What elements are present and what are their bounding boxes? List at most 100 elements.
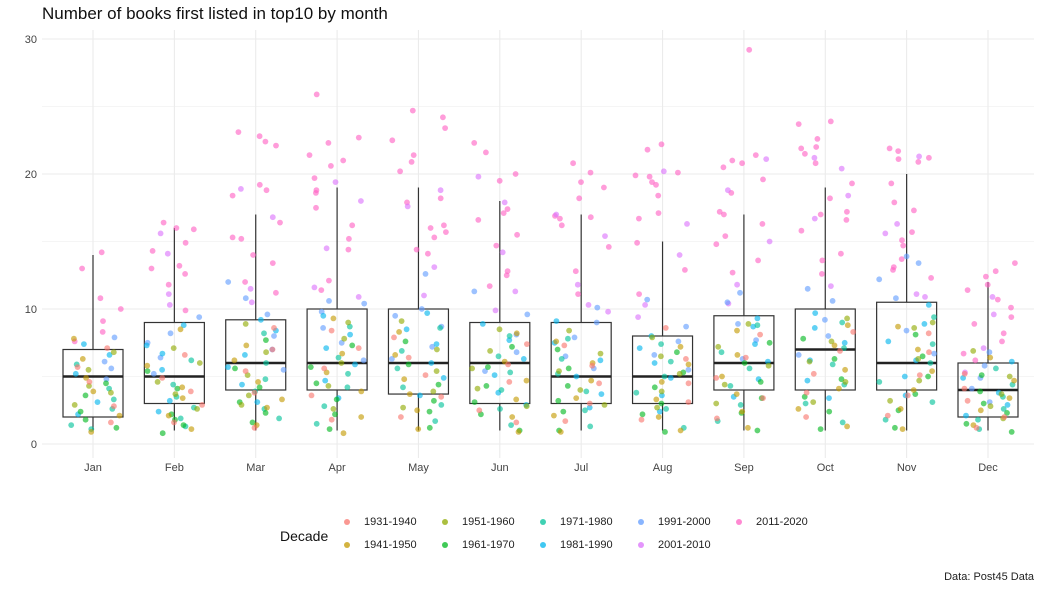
data-point-1981-1990 [323,345,330,351]
data-point-1981-1990 [885,338,892,345]
data-point-1981-1990 [963,412,969,419]
data-point-2011-2020 [313,190,319,196]
data-point-1961-1970 [741,360,748,366]
data-point-1931-1940 [422,372,429,378]
data-point-1961-1970 [980,400,987,407]
legend-swatch [736,519,742,526]
data-point-1931-1940 [199,402,206,408]
data-point-1931-1940 [271,325,277,331]
data-point-1971-1980 [262,376,269,383]
legend-label: 1971-1980 [560,516,613,529]
data-point-1961-1970 [817,426,824,432]
data-point-1961-1970 [564,383,571,389]
data-point-1961-1970 [554,346,561,353]
data-point-2011-2020 [325,140,332,146]
data-point-1991-2000 [418,306,425,312]
data-point-2001-2010 [358,198,364,204]
data-point-1981-1990 [804,377,811,384]
data-point-1991-2000 [101,358,108,365]
data-point-1961-1970 [180,422,187,428]
data-point-1971-1980 [661,373,668,380]
data-point-1971-1980 [802,400,809,407]
box-iqr [62,348,124,418]
data-point-2011-2020 [318,287,325,293]
data-point-1981-1990 [180,322,187,329]
data-point-1941-1950 [264,404,270,411]
data-point-1951-1960 [842,379,849,385]
data-point-1931-1940 [242,368,249,374]
data-point-2011-2020 [576,195,583,202]
data-point-1941-1950 [915,346,921,353]
data-point-1961-1970 [662,429,668,435]
data-point-1971-1980 [345,370,351,377]
data-point-1961-1970 [144,368,151,374]
data-point-1951-1960 [398,318,405,324]
data-point-2001-2010 [684,221,690,227]
data-point-2011-2020 [311,175,318,182]
data-point-2011-2020 [634,239,640,246]
data-point-2011-2020 [895,148,902,155]
data-point-1981-1990 [573,373,580,380]
data-point-1971-1980 [508,422,514,428]
data-point-1941-1950 [929,368,935,374]
data-point-1981-1990 [106,352,113,358]
box-iqr [143,321,205,405]
data-point-2011-2020 [802,150,808,157]
data-point-2001-2010 [431,264,438,270]
data-point-1971-1980 [927,360,934,366]
data-point-1931-1940 [757,331,763,338]
data-point-2011-2020 [1012,260,1018,266]
data-point-2011-2020 [844,208,850,215]
data-point-1931-1940 [251,389,258,396]
data-point-1971-1980 [667,358,674,365]
y-tick-label-20: 20 [25,169,37,181]
data-point-2001-2010 [811,154,818,161]
data-point-1931-1940 [638,416,645,423]
data-point-1981-1990 [239,381,245,388]
data-point-1951-1960 [110,349,117,356]
data-point-1931-1940 [926,349,932,356]
data-point-1981-1990 [636,345,643,351]
data-point-2001-2010 [421,292,427,299]
data-point-1981-1990 [403,326,410,333]
data-point-2011-2020 [572,268,579,275]
data-point-2001-2010 [766,238,773,245]
data-point-2011-2020 [909,229,915,236]
data-point-1971-1980 [507,369,514,376]
data-point-1951-1960 [523,403,530,410]
data-point-1981-1990 [155,408,162,415]
data-point-1971-1980 [993,365,999,372]
data-point-1951-1960 [998,391,1005,397]
data-point-2011-2020 [149,248,156,254]
data-point-1951-1960 [238,402,245,408]
data-point-1971-1980 [633,389,640,396]
legend-swatch [442,519,448,526]
data-point-1961-1970 [256,384,263,391]
data-point-2011-2020 [812,160,819,167]
data-point-1991-2000 [361,300,368,307]
data-point-2011-2020 [570,160,576,167]
data-point-2011-2020 [500,210,507,217]
data-point-1941-1950 [79,356,86,362]
data-point-2011-2020 [760,176,766,183]
data-point-1941-1950 [339,350,346,357]
data-point-1941-1950 [842,366,848,373]
grid-lines [42,38,1034,445]
data-point-1971-1980 [400,384,406,391]
data-point-2001-2010 [642,302,648,308]
data-point-1931-1940 [742,354,749,361]
data-point-1941-1950 [677,427,684,434]
data-point-1971-1980 [582,407,588,414]
x-tick-label-jan: Jan [84,462,102,474]
data-point-1931-1940 [596,380,602,387]
data-point-1941-1950 [243,342,250,349]
data-point-1941-1950 [977,407,984,414]
data-point-2011-2020 [486,283,493,289]
data-point-2011-2020 [819,257,826,264]
data-point-1991-2000 [651,352,658,358]
data-point-1931-1940 [562,418,569,424]
data-point-1971-1980 [876,379,883,385]
data-point-1971-1980 [931,314,937,320]
data-point-1971-1980 [975,416,981,423]
x-grid-lines [92,30,989,458]
